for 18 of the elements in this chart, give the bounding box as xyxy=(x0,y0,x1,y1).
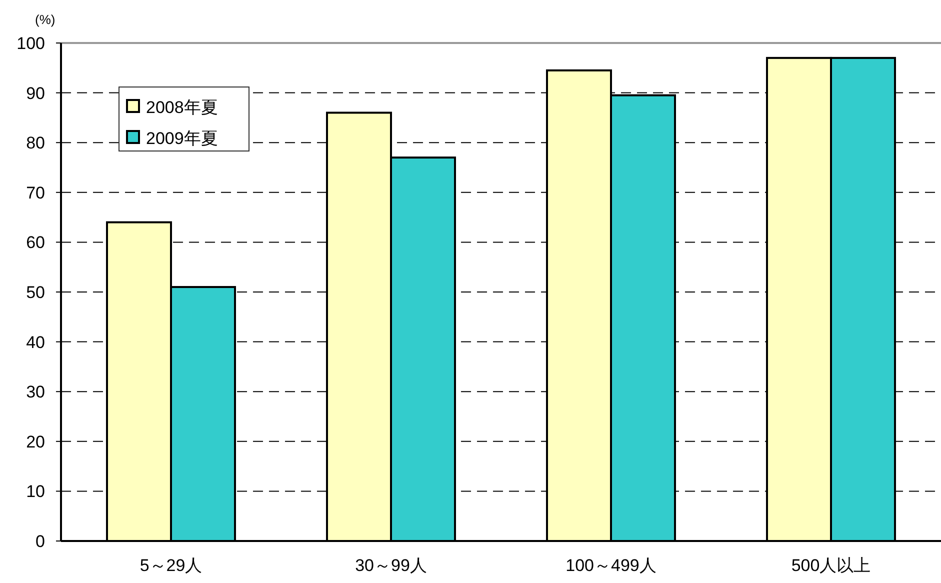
y-tick-label: 80 xyxy=(26,134,45,153)
y-tick-label: 50 xyxy=(26,283,45,302)
x-tick-label: 30～99人 xyxy=(355,556,427,575)
y-tick-label: 70 xyxy=(26,183,45,202)
x-tick-label: 100～499人 xyxy=(566,556,656,575)
y-tick-label: 100 xyxy=(16,34,45,53)
legend-label: 2009年夏 xyxy=(146,129,218,148)
y-tick-label: 90 xyxy=(26,84,45,103)
y-tick-label: 10 xyxy=(26,482,45,502)
y-tick-label: 0 xyxy=(36,532,45,551)
legend-label: 2008年夏 xyxy=(146,98,218,117)
y-tick-label: 20 xyxy=(26,432,45,452)
y-axis-title: (%) xyxy=(35,12,56,27)
y-tick-label: 30 xyxy=(26,382,45,402)
x-tick-label: 5～29人 xyxy=(140,556,202,575)
y-tick-label: 60 xyxy=(26,233,45,252)
y-tick-label: 40 xyxy=(26,332,45,352)
x-tick-label: 500人以上 xyxy=(791,556,871,575)
